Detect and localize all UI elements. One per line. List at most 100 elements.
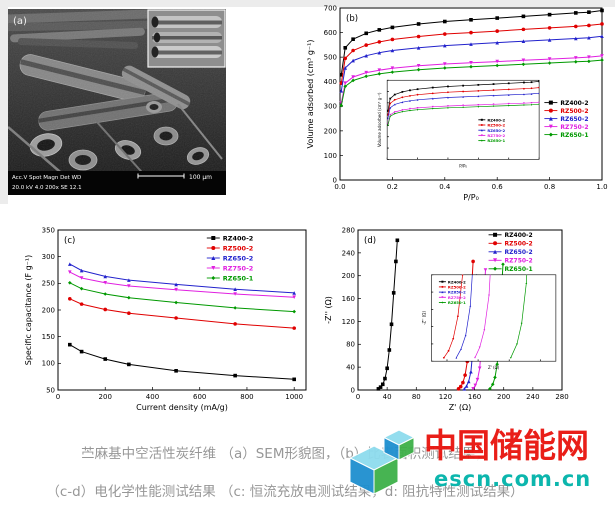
axes: 0 40 80 120 160 200 240 280 0 40 80 120 160 200 240 280…: [324, 226, 569, 412]
svg-text:100: 100: [324, 152, 337, 160]
svg-text:RZ650-2: RZ650-2: [560, 116, 588, 123]
svg-text:RZ500-2: RZ500-2: [223, 244, 254, 252]
plot-b: 0.0 0.2 0.4 0.6 0.8 1.0 0 100 200 300 400 500 600 700…: [306, 4, 608, 202]
axes: 0 200 400 600 800 1000 50 100 150 200 250 300 350 Cur…: [24, 226, 303, 412]
page-margin-top: [0, 0, 615, 7]
svg-text:RZ500-2: RZ500-2: [448, 285, 466, 290]
svg-text:150: 150: [42, 333, 55, 341]
svg-text:RZ400-2: RZ400-2: [560, 100, 588, 107]
svg-text:280: 280: [342, 226, 355, 234]
svg-text:RZ750-2: RZ750-2: [448, 295, 466, 300]
series-line-RZ750-2: [474, 274, 491, 358]
plot-frame: [357, 229, 563, 391]
panel-a-label: (a): [13, 16, 27, 27]
sem-info-line-2: 20.0 kV 4.0 200x SE 12.1: [12, 185, 82, 191]
svg-text:RZ650-1: RZ650-1: [487, 138, 505, 143]
plot-frame: [339, 7, 603, 181]
svg-text:240: 240: [342, 249, 355, 257]
sem-scale-text: 100 μm: [189, 174, 212, 181]
watermark-text: 中国储能网 escn.com.cn: [424, 426, 592, 492]
svg-text:0: 0: [356, 393, 360, 401]
svg-text:40: 40: [383, 393, 392, 401]
svg-text:RZ750-2: RZ750-2: [505, 258, 533, 265]
svg-text:P/P₀: P/P₀: [459, 163, 467, 168]
axes: 0.0 0.2 0.4 0.6 0.8 1.0 0 100 200 300 400 500 600 700…: [306, 4, 608, 202]
svg-text:0: 0: [56, 393, 60, 401]
svg-text:0: 0: [333, 176, 337, 184]
svg-text:RZ500-2: RZ500-2: [487, 123, 505, 128]
svg-text:RZ650-1: RZ650-1: [560, 132, 588, 139]
sem-image: (a) Acc.V Spot Magn Det WD 20.0 kV 4.0 2…: [2, 9, 226, 195]
inset-plot: P/P₀ Volume adsorbed (cm³ g⁻¹) RZ400-2RZ50…: [377, 79, 540, 168]
sem-scalebar: [137, 173, 185, 179]
sem-databar: Acc.V Spot Magn Det WD 20.0 kV 4.0 200x …: [8, 171, 226, 195]
watermark: 中国储能网 escn.com.cn: [346, 426, 592, 508]
series-line-RZ650-2: [455, 274, 473, 358]
svg-text:0.0: 0.0: [334, 183, 345, 191]
svg-text:0.4: 0.4: [439, 183, 451, 191]
plot-c: 0 200 400 600 800 1000 50 100 150 200 250 300 350 Cur…: [24, 226, 307, 412]
page-margin-left: [0, 0, 8, 204]
svg-text:RZ650-2: RZ650-2: [505, 249, 533, 256]
svg-text:200: 200: [497, 393, 510, 401]
chart-c-specific-capacitance: 0 200 400 600 800 1000 50 100 150 200 250 300 350 Cur…: [24, 226, 307, 412]
svg-text:Current density (mA/g): Current density (mA/g): [136, 403, 228, 412]
series-line-RZ400-2: [69, 344, 295, 380]
escn-logo-icon: [348, 429, 416, 495]
svg-text:RZ500-2: RZ500-2: [560, 108, 588, 115]
svg-text:RZ750-2: RZ750-2: [487, 133, 505, 138]
svg-text:350: 350: [42, 226, 55, 234]
svg-text:0.6: 0.6: [492, 183, 504, 191]
svg-text:P/P₀: P/P₀: [463, 193, 479, 202]
svg-text:1.0: 1.0: [596, 183, 607, 191]
axes: Z' (Ω) -Z'' (Ω): [421, 274, 541, 370]
svg-text:Z' (Ω): Z' (Ω): [488, 365, 500, 370]
series-line-RZ500-2: [443, 274, 463, 358]
svg-text:RZ400-2: RZ400-2: [223, 234, 254, 242]
svg-text:280: 280: [555, 393, 568, 401]
watermark-title: 中国储能网: [424, 426, 589, 465]
svg-text:700: 700: [324, 4, 337, 12]
svg-text:120: 120: [439, 393, 452, 401]
svg-text:80: 80: [412, 393, 421, 401]
svg-text:500: 500: [324, 54, 337, 62]
svg-text:0.2: 0.2: [387, 183, 398, 191]
svg-text:Specific capacitance (F g⁻¹): Specific capacitance (F g⁻¹): [24, 255, 33, 365]
svg-text:1000: 1000: [285, 393, 303, 401]
svg-text:160: 160: [342, 295, 355, 303]
svg-text:600: 600: [193, 393, 206, 401]
svg-text:RZ650-2: RZ650-2: [487, 128, 505, 133]
sem-panel: (a) Acc.V Spot Magn Det WD 20.0 kV 4.0 2…: [2, 9, 226, 199]
svg-text:Z' (Ω): Z' (Ω): [449, 403, 472, 412]
svg-text:RZ650-1: RZ650-1: [448, 300, 466, 305]
chart-b-adsorption-isotherm: 0.0 0.2 0.4 0.6 0.8 1.0 0 100 200 300 400 500 600 700…: [306, 4, 608, 202]
plot-frame: [386, 79, 540, 160]
svg-text:(d): (d): [364, 236, 376, 246]
svg-text:(b): (b): [346, 14, 358, 24]
svg-text:300: 300: [42, 253, 55, 261]
svg-text:160: 160: [468, 393, 481, 401]
svg-text:RZ650-1: RZ650-1: [505, 266, 533, 273]
caption-line-2: （c-d）电化学性能测试结果 （c: 恒流充放电测试结果，d: 阻抗特性测试结果…: [46, 484, 524, 500]
series-line-RZ650-2: [69, 263, 295, 294]
svg-text:40: 40: [346, 364, 355, 372]
svg-text:RZ750-2: RZ750-2: [560, 124, 588, 131]
svg-text:Volume adsorbed (cm³ g⁻¹): Volume adsorbed (cm³ g⁻¹): [306, 40, 315, 149]
svg-text:100: 100: [42, 360, 55, 368]
series-line-RZ650-1: [510, 274, 528, 358]
axes: P/P₀ Volume adsorbed (cm³ g⁻¹): [377, 79, 540, 168]
svg-text:RZ400-2: RZ400-2: [487, 117, 505, 122]
svg-text:-Z'' (Ω): -Z'' (Ω): [324, 296, 333, 324]
svg-text:400: 400: [146, 393, 159, 401]
svg-text:400: 400: [324, 78, 337, 86]
sem-info-line-1: Acc.V Spot Magn Det WD: [12, 175, 81, 181]
chart-d-nyquist-impedance: 0 40 80 120 160 200 240 280 0 40 80 120 160 200 240 280…: [324, 226, 569, 412]
svg-text:Volume adsorbed (cm³ g⁻¹): Volume adsorbed (cm³ g⁻¹): [377, 92, 382, 147]
svg-text:600: 600: [324, 29, 337, 37]
watermark-url: escn.com.cn: [434, 467, 592, 492]
